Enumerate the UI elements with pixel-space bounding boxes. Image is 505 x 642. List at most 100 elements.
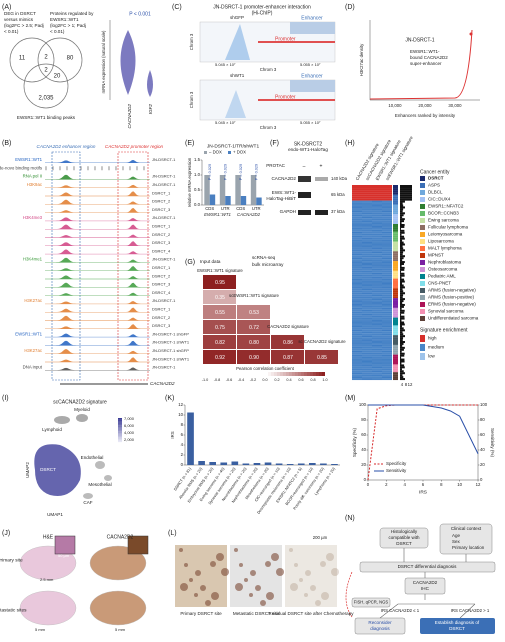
heatmap-cell [382,352,392,355]
label: JN-DSRCT-1 [405,37,434,43]
entity-bar [393,264,398,267]
entity-bar [393,210,398,213]
panel-label: (J) [2,530,10,537]
colorbar [295,372,298,376]
heatmap-cell [382,231,392,234]
cell-nest [179,548,183,552]
heatmap-cell [382,370,392,373]
label: DSRCT differential diagnosis [398,564,458,569]
heatmap-cell [382,366,392,369]
irs-bar [400,302,403,304]
irs-bar [400,214,404,217]
heatmap-cell [352,294,362,297]
heatmap-cell [362,323,372,326]
colorbar [118,426,122,428]
heatmap-cell [352,186,362,189]
heatmap-cell [382,333,392,336]
cell-nest [315,600,321,606]
heatmap-cell [362,341,372,343]
cell-nest [255,585,261,591]
entity-bar [393,356,398,359]
heatmap-cell [352,278,362,281]
entity-bar [393,200,398,203]
venn-count: 11 [19,56,26,62]
heatmap-cell [382,341,392,343]
track-signal [45,174,150,180]
heatmap-cell [372,268,382,271]
heatmap-cell [352,255,362,258]
heatmap-cell [362,237,372,240]
irs-bar [400,249,405,252]
label: Nephroblastoma [428,260,462,265]
label: CACNA2D2 enhancer region [37,144,96,149]
label: P = 0.029 [223,164,227,180]
label: DNA input [23,365,43,370]
label: FISH, qPCR, NGS [354,600,389,605]
heatmap-cell [362,296,372,299]
entity-bar [393,337,398,340]
heatmap-cell [382,356,392,359]
label: Ewing sarcoma [428,218,459,223]
violin [147,70,153,97]
heatmap-cell [372,253,382,256]
heatmap-cell [382,227,392,230]
heatmap-cell [352,266,362,269]
heatmap-cell [362,216,372,219]
colorbar [118,422,122,425]
track-signal [45,349,150,354]
heatmap-cell [372,222,382,225]
heatmap-cell [352,222,362,225]
line [368,404,479,454]
label: 2,000 [124,437,135,442]
heatmap-cell [372,251,382,254]
heatmap-cell [362,344,372,347]
heatmap-cell [352,225,362,228]
irs-bar [400,272,405,275]
heatmap-cell [382,202,392,205]
irs-bar [400,206,405,209]
irs-bar [400,237,405,240]
heatmap-cell [352,284,362,287]
heatmap-cell [382,337,392,340]
heatmap-cell [372,243,382,246]
irs-bar [400,290,404,293]
heatmap-cell [382,319,392,322]
entity-bar [393,305,398,308]
irs-bar [400,259,403,262]
label: DSRCT_2 [152,199,171,204]
colorbar [262,372,265,376]
label: (log2FC > 1; Padj [50,23,86,28]
irs-bar [400,233,402,236]
heatmap-cell [362,190,372,193]
heatmap-cell [372,220,382,223]
umap-cluster [54,416,70,424]
label: EWSR1::WT1 [15,331,42,336]
heatmap-cell [352,268,362,271]
heatmap-cell [372,305,382,308]
irs-bar [400,268,405,271]
venn-circle [37,37,83,83]
colorbar [292,372,295,376]
heatmap-cell [352,210,362,213]
y-tick-label: 10 [178,412,183,417]
heatmap-cell [382,272,392,275]
heatmap-cell [372,186,382,189]
enhancer-region [290,22,335,34]
irs-bar [400,325,403,328]
cell-value: 0.85 [317,355,327,361]
venn-circle [23,63,69,109]
legend-swatch [420,204,425,209]
y-tick-label: 0.0 [194,202,201,207]
entity-bar [393,208,398,211]
label: IRS [170,431,175,438]
label: 8 [405,382,408,387]
heatmap-cell [352,346,362,349]
colorbar [316,372,319,376]
heatmap-cell [362,305,372,308]
colorbar [268,372,271,376]
irs-bar [400,344,403,347]
irs-bar [400,313,402,316]
track-signal [45,241,150,246]
heatmap-cell [372,259,382,262]
colorbar [232,372,235,376]
